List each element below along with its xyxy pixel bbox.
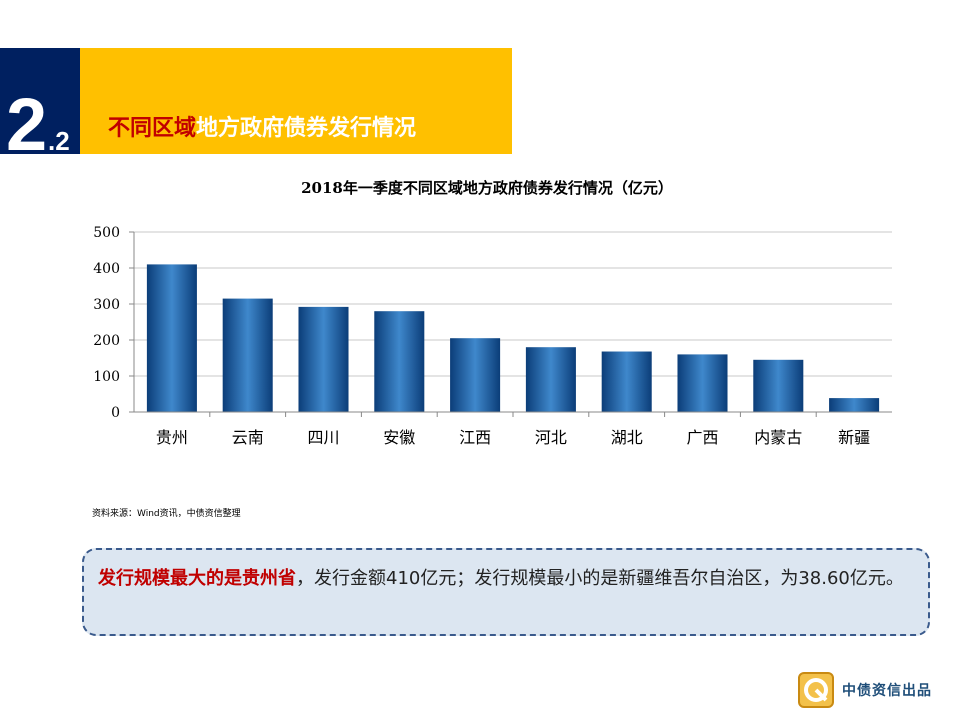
page-title-rest: 地方政府债券发行情况 (196, 116, 417, 141)
bar (374, 311, 425, 412)
bar (525, 347, 576, 412)
x-tick-label: 四川 (307, 428, 339, 447)
bar (601, 351, 652, 412)
chart-title: 2018年一季度不同区域地方政府债券发行情况（亿元） (301, 179, 673, 197)
summary-box: 发行规模最大的是贵州省，发行金额410亿元；发行规模最小的是新疆维吾尔自治区，为… (82, 548, 930, 636)
zhongzhai-logo-icon (798, 672, 834, 708)
source-note: 资料来源：Wind资讯，中债资信整理 (92, 509, 241, 519)
y-tick-label: 500 (93, 225, 120, 241)
bar (753, 359, 804, 412)
x-tick-label: 内蒙古 (754, 428, 802, 447)
bar (450, 338, 501, 412)
bar-chart: 2018年一季度不同区域地方政府债券发行情况（亿元） 0 100 200 300 400… (93, 179, 892, 447)
summary-text: 发行规模最大的是贵州省，发行金额410亿元；发行规模最小的是新疆维吾尔自治区，为… (98, 563, 914, 594)
summary-rest: ，发行金额410亿元；发行规模最小的是新疆维吾尔自治区，为38.60亿元。 (296, 568, 904, 589)
y-tick-label: 400 (93, 261, 120, 277)
y-tick-label: 0 (111, 405, 120, 421)
page-title: 不同区域地方政府债券发行情况 (108, 118, 416, 140)
x-tick-label: 新疆 (838, 428, 870, 447)
bar (677, 354, 728, 412)
brand-label: 中债资信出品 (842, 683, 932, 699)
bar (146, 264, 197, 412)
summary-emphasis: 发行规模最大的是贵州省 (98, 568, 296, 589)
section-number: 2 (6, 83, 48, 155)
y-tick-label: 200 (93, 333, 120, 349)
bar (298, 306, 349, 412)
x-tick-label: 贵州 (156, 428, 188, 447)
x-tick-label: 广西 (686, 428, 718, 447)
section-sub-number: .2 (48, 126, 70, 154)
y-tick-label: 100 (93, 369, 120, 385)
section-number-box: 2 .2 (0, 48, 80, 154)
x-tick-label: 河北 (535, 428, 567, 447)
x-tick-label: 安徽 (383, 428, 415, 447)
x-tick-label: 江西 (459, 428, 491, 447)
bar (829, 398, 880, 412)
x-tick-label: 云南 (232, 428, 264, 447)
page-title-highlight: 不同区域 (108, 116, 197, 141)
x-tick-label: 湖北 (611, 428, 643, 447)
y-tick-label: 300 (93, 297, 120, 313)
title-band: 不同区域地方政府债券发行情况 (80, 48, 512, 154)
bar (222, 298, 273, 412)
